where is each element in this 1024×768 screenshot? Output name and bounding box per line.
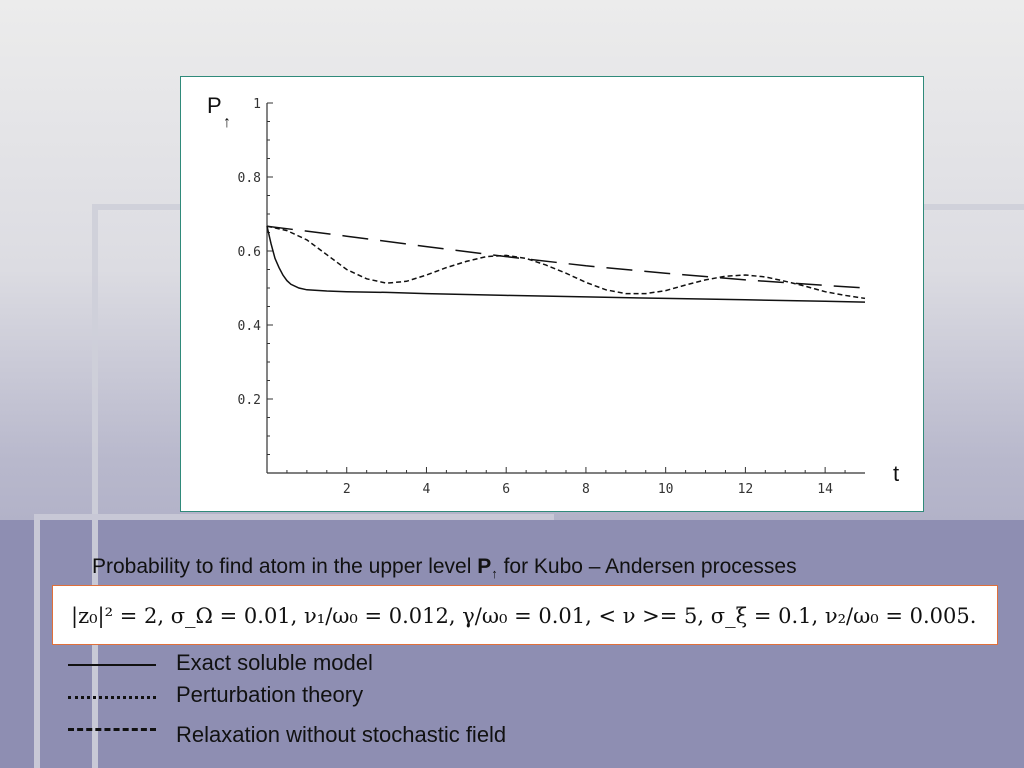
chart-caption: Probability to find atom in the upper le… bbox=[92, 555, 797, 581]
y-tick-label: 1 bbox=[253, 97, 261, 112]
chart-panel: 2 4 6 8 10 12 14 0.2 0.4 0.6 0.8 1 P ↑ t bbox=[180, 76, 924, 512]
series-line-dashed bbox=[266, 225, 866, 289]
series-line-dotted bbox=[266, 225, 866, 300]
caption-text-after: for Kubo – Andersen processes bbox=[497, 555, 797, 578]
chart-svg: 2 4 6 8 10 12 14 0.2 0.4 0.6 0.8 1 P ↑ t bbox=[207, 93, 899, 497]
legend-label: Exact soluble model bbox=[176, 650, 373, 675]
legend-item-exact: Exact soluble model bbox=[68, 650, 588, 680]
parameters-text: |z₀|² = 2, σ_Ω = 0.01, ν₁/ω₀ = 0.012, γ/… bbox=[71, 604, 977, 628]
legend-solid-line bbox=[68, 664, 156, 666]
legend-item-perturbation: Perturbation theory bbox=[68, 682, 588, 712]
legend-item-relaxation: Relaxation without stochastic field bbox=[68, 722, 588, 752]
legend-dotted-line bbox=[68, 696, 156, 699]
x-tick-label: 10 bbox=[658, 482, 674, 497]
y-tick-label: 0.6 bbox=[238, 245, 261, 260]
x-tick-label: 12 bbox=[738, 482, 754, 497]
series-line-solid bbox=[266, 226, 866, 303]
legend-dashed-line bbox=[68, 728, 156, 731]
x-tick-label: 8 bbox=[582, 482, 590, 497]
parameters-box: |z₀|² = 2, σ_Ω = 0.01, ν₁/ω₀ = 0.012, γ/… bbox=[52, 585, 998, 645]
y-tick-label: 0.4 bbox=[238, 319, 262, 334]
x-tick-label: 14 bbox=[817, 482, 833, 497]
y-axis-label-sub: ↑ bbox=[223, 114, 231, 131]
x-tick-label: 2 bbox=[343, 482, 351, 497]
x-tick-label: 4 bbox=[423, 482, 431, 497]
axes bbox=[266, 103, 865, 474]
y-axis-label: P bbox=[207, 93, 222, 118]
y-tick-label: 0.8 bbox=[238, 171, 261, 186]
legend-label: Relaxation without stochastic field bbox=[176, 722, 507, 747]
caption-symbol-sub: ↑ bbox=[491, 566, 498, 582]
x-tick-label: 6 bbox=[502, 482, 510, 497]
ticks: 2 4 6 8 10 12 14 0.2 0.4 0.6 0.8 1 bbox=[238, 97, 846, 497]
series-lines bbox=[266, 225, 866, 303]
legend-label: Perturbation theory bbox=[176, 682, 364, 707]
decorative-frame-lower bbox=[34, 514, 554, 768]
caption-symbol: P↑ bbox=[477, 555, 498, 582]
y-tick-label: 0.2 bbox=[238, 393, 261, 408]
x-axis-label: t bbox=[893, 461, 899, 486]
caption-text: Probability to find atom in the upper le… bbox=[92, 555, 472, 578]
